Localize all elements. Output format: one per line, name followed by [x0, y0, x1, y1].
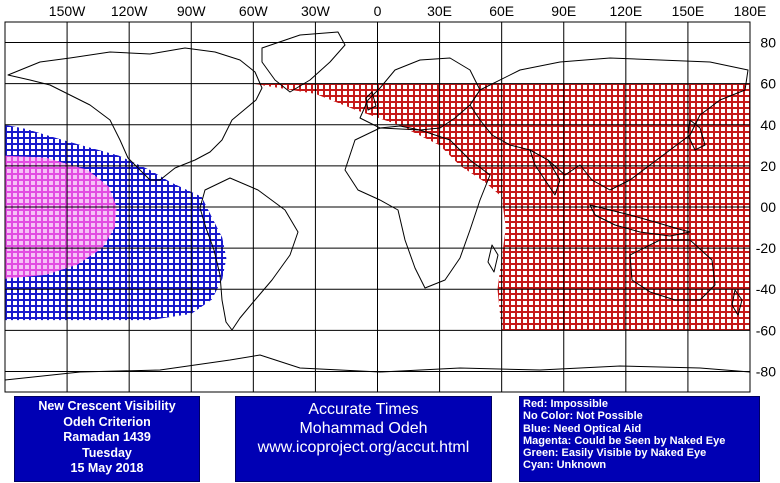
lon-label: 90E: [551, 3, 576, 19]
website-link[interactable]: www.icoproject.org/accut.html: [257, 439, 470, 456]
lon-label: 30W: [301, 3, 331, 19]
lat-label: -80: [756, 363, 776, 379]
coastlines: [5, 31, 750, 381]
legend-panel: Red: Impossible No Color: Not Possible B…: [519, 396, 760, 482]
lat-label: 40: [760, 117, 776, 133]
world-map: 150W 120W 90W 60W 30W 0 30E 60E 90E 120E 150E 180E …: [4, 3, 776, 393]
coast-asia: [469, 57, 749, 191]
weekday-line: Tuesday: [82, 445, 132, 460]
lon-label: 120E: [609, 3, 642, 19]
coast-north-america: [7, 47, 263, 181]
lon-label: 120W: [111, 3, 148, 19]
lat-label: 60: [760, 76, 776, 92]
lon-label: 180E: [734, 3, 767, 19]
coast-uk: [365, 91, 377, 111]
coast-south-america: [199, 177, 299, 331]
legend-none: No Color: Not Possible: [523, 410, 643, 423]
lat-label: -20: [756, 240, 776, 256]
coast-madagascar: [487, 244, 499, 273]
longitude-labels: 150W 120W 90W 60W 30W 0 30E 60E 90E 120E 150E 180E: [49, 3, 767, 19]
latitude-labels: 80 60 40 20 00 -20 -40 -60 -80: [756, 35, 776, 380]
lon-label: 30E: [427, 3, 452, 19]
map-canvas: 150W 120W 90W 60W 30W 0 30E 60E 90E 120E 150E 180E …: [4, 3, 776, 393]
coast-indonesia: [589, 204, 691, 237]
date-line: 15 May 2018: [70, 461, 144, 475]
legend-green: Green: Easily Visible by Naked Eye: [523, 447, 707, 460]
author-name: Mohammad Odeh: [299, 420, 428, 437]
lon-label: 60W: [239, 3, 269, 19]
legend-cyan: Cyan: Unknown: [523, 459, 607, 472]
lat-label: -40: [756, 281, 776, 297]
coast-new-zealand: [731, 289, 743, 316]
criterion-line: Odeh Criterion: [63, 414, 151, 429]
coast-greenland: [261, 31, 346, 93]
product-name: Accurate Times: [308, 401, 419, 418]
info-panel-date: New Crescent Visibility Odeh Criterion R…: [14, 396, 200, 482]
region-impossible: [67, 83, 750, 331]
lat-label: -60: [756, 322, 776, 338]
legend-blue: Blue: Need Optical Aid: [523, 422, 642, 435]
legend-red: Red: Impossible: [523, 398, 608, 410]
coast-africa: [344, 127, 491, 289]
graticule: [5, 22, 750, 392]
lon-label: 150W: [49, 3, 86, 19]
lat-label: 00: [760, 199, 776, 215]
lon-label: 0: [374, 3, 382, 19]
coast-india: [529, 149, 561, 196]
title-line: New Crescent Visibility: [38, 399, 176, 413]
lon-label: 90W: [177, 3, 207, 19]
lon-label: 60E: [489, 3, 514, 19]
lat-label: 20: [760, 158, 776, 174]
lon-label: 150E: [672, 3, 705, 19]
info-panel-author: Accurate Times Mohammad Odeh www.icoproj…: [235, 396, 492, 482]
lat-label: 80: [760, 35, 776, 51]
legend-magenta: Magenta: Could be Seen by Naked Eye: [523, 434, 726, 447]
coast-australia: [629, 239, 716, 301]
coast-antarctica: [5, 354, 750, 381]
month-line: Ramadan 1439: [63, 430, 151, 444]
